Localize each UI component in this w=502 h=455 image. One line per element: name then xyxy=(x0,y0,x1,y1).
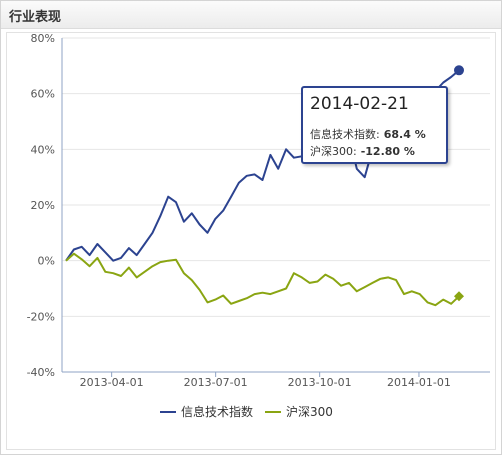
x-tick-label: 2014-01-01 xyxy=(387,376,451,389)
panel-header: 行业表现 xyxy=(1,1,501,29)
chart-tooltip: 2014-02-21 信息技术指数: 68.4 % 沪深300: -12.80 % xyxy=(301,86,448,164)
series1-end-marker xyxy=(454,65,464,76)
y-tick-label: 20% xyxy=(31,199,55,212)
series-line-2 xyxy=(65,252,460,307)
tooltip-series2-value: -12.80 % xyxy=(360,145,415,158)
tooltip-series1-value: 68.4 % xyxy=(383,128,426,141)
x-tick-label: 2013-10-01 xyxy=(288,376,352,389)
legend-label-series1: 信息技术指数 xyxy=(181,405,254,419)
tooltip-date: 2014-02-21 xyxy=(310,94,409,114)
y-tick-label: -40% xyxy=(27,366,55,379)
legend-swatch-series1 xyxy=(160,410,176,413)
series2-end-marker xyxy=(454,291,464,302)
x-tick-label: 2013-04-01 xyxy=(80,376,144,389)
y-tick-label: 80% xyxy=(31,32,55,45)
tooltip-row-series1: 信息技术指数: 68.4 % xyxy=(310,126,426,142)
tooltip-row-series2: 沪深300: -12.80 % xyxy=(310,143,415,159)
legend-item-series2[interactable]: 沪深300 xyxy=(265,403,333,420)
tooltip-series2-label: 沪深300: xyxy=(310,145,357,158)
y-tick-label: 60% xyxy=(31,88,55,101)
y-tick-label: 40% xyxy=(31,143,55,156)
y-tick-label: 0% xyxy=(38,255,55,268)
panel-title: 行业表现 xyxy=(9,10,62,25)
legend-swatch-series2 xyxy=(265,410,281,413)
x-tick-label: 2013-07-01 xyxy=(184,376,248,389)
tooltip-series1-label: 信息技术指数: xyxy=(310,128,380,141)
legend-label-series2: 沪深300 xyxy=(286,405,333,419)
legend-item-series1[interactable]: 信息技术指数 xyxy=(160,403,253,420)
y-tick-label: -20% xyxy=(27,310,55,323)
